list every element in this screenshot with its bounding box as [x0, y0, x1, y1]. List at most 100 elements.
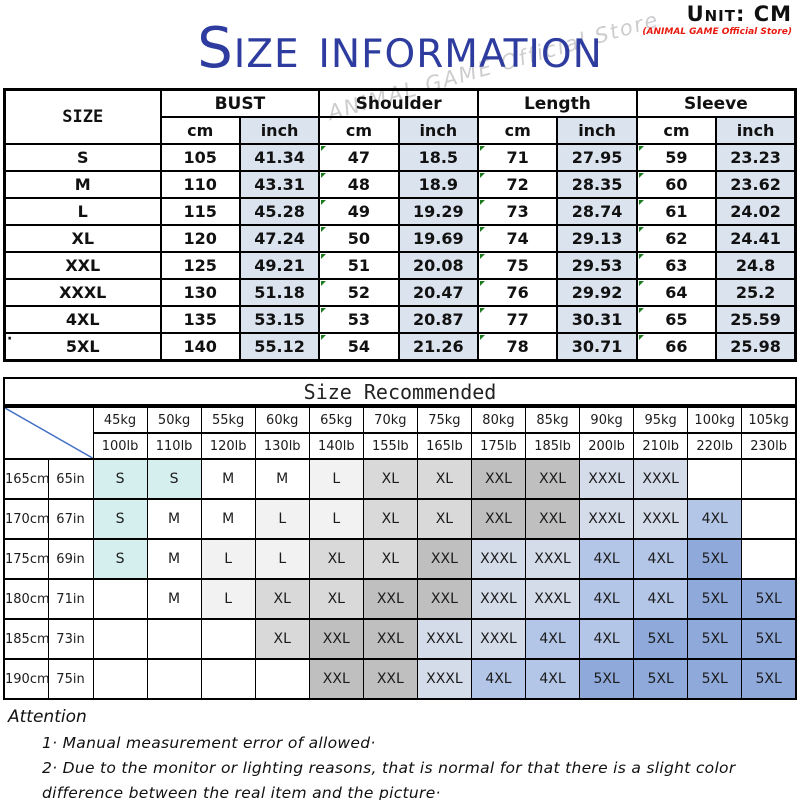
diagonal-line — [5, 408, 93, 458]
size-cell: S — [92, 538, 148, 580]
size-cell: L — [254, 538, 310, 580]
size-cell: 5XL — [687, 618, 743, 660]
table-cell: 18.5 — [397, 143, 480, 172]
size-cell: XXXL — [470, 578, 527, 620]
table-cell: 120 — [159, 224, 241, 253]
table-cell: 27.95 — [556, 143, 638, 172]
size-cell: L — [200, 538, 256, 580]
table-cell: 24.41 — [715, 224, 797, 253]
size-cell: XXXL — [524, 578, 581, 620]
unit-header-inch: inch — [397, 116, 480, 145]
table-cell: 125 — [159, 251, 241, 280]
size-cell: L — [308, 498, 364, 540]
size-cell — [741, 458, 797, 500]
size-cell — [200, 658, 256, 700]
size-cell: XXXL — [579, 458, 635, 500]
table-cell: 77 — [476, 305, 559, 334]
table-cell: 60 — [635, 170, 718, 199]
table-cell: 24.8 — [715, 251, 797, 280]
table-cell: 105 — [159, 143, 241, 172]
table-cell: 76 — [476, 278, 559, 307]
weight-kg-header: 100kg — [687, 406, 743, 434]
table-cell: 23.23 — [715, 143, 797, 172]
size-cell: XXL — [524, 458, 581, 500]
size-cell — [92, 618, 148, 660]
table-cell: 51.18 — [238, 278, 321, 307]
table-cell: 53.15 — [238, 305, 321, 334]
table-cell: 64 — [635, 278, 718, 307]
table-cell: 20.08 — [397, 251, 480, 280]
size-cell: XXL — [470, 498, 527, 540]
size-cell: XXXL — [470, 618, 527, 660]
size-cell: S — [146, 458, 202, 500]
page-title: Size information — [197, 16, 603, 81]
table-cell: 25.98 — [715, 332, 797, 362]
weight-kg-header: 70kg — [362, 406, 418, 434]
table-cell: 52 — [318, 278, 400, 307]
group-header-bust: BUST — [159, 88, 321, 118]
table-cell: 47 — [318, 143, 400, 172]
size-cell: 4XL — [633, 578, 689, 620]
size-recommended-header: Size Recommended — [3, 377, 797, 406]
weight-kg-header: 45kg — [92, 406, 148, 434]
attention-line: 2· Due to the monitor or lighting reason… — [42, 759, 736, 777]
group-header-length: Length — [477, 88, 638, 118]
weight-lb-row: 100lb 110lb 120lb 130lb 140lb 155lb 165l… — [4, 432, 797, 460]
height-in-label: 65in — [47, 458, 94, 500]
size-cell: XL — [416, 498, 472, 540]
size-row-m: M 110 43.31 48 18.9 72 28.35 60 23.62 — [3, 170, 797, 199]
table-cell: 25.2 — [715, 278, 797, 307]
attention-block: Attention 1· Manual measurement error of… — [8, 707, 736, 800]
size-cell: S — [92, 458, 148, 500]
height-cm-label: 170cm — [3, 498, 49, 540]
table-cell: 78 — [476, 332, 559, 362]
size-cell: L — [200, 578, 256, 620]
height-row-165: 165cm 65in S S M M L XL XL XXL XXL XXXL … — [3, 458, 797, 500]
table-cell: 49.21 — [238, 251, 321, 280]
attention-line: 1· Manual measurement error of allowed· — [42, 734, 376, 752]
weight-lb-header: 210lb — [633, 432, 689, 460]
weight-kg-header: 95kg — [633, 406, 689, 434]
table-cell: 65 — [635, 305, 718, 334]
size-cell: 5XL — [687, 538, 743, 580]
weight-lb-header: 120lb — [200, 432, 256, 460]
size-row-s: S 105 41.34 47 18.5 71 27.95 59 23.23 — [3, 143, 797, 172]
size-table-group-header-row: SIZE BUST Shoulder Length Sleeve — [3, 88, 797, 145]
size-cell: 4XL — [579, 578, 635, 620]
table-cell: 140 — [159, 332, 241, 362]
size-cell: XXXL — [416, 618, 472, 660]
weight-kg-header: 105kg — [741, 406, 797, 434]
size-cell — [741, 538, 797, 580]
weight-lb-header: 140lb — [308, 432, 364, 460]
unit-header-inch: inch — [715, 116, 797, 145]
size-cell: XXXL — [416, 658, 472, 700]
size-cell — [741, 498, 797, 540]
size-cell: M — [146, 498, 202, 540]
size-cell: M — [146, 578, 202, 620]
size-cell: XL — [362, 458, 418, 500]
size-cell — [92, 578, 148, 620]
size-label: M — [3, 170, 162, 199]
height-in-label: 71in — [47, 578, 94, 620]
size-label: XXXL — [3, 278, 162, 307]
table-cell: 53 — [318, 305, 400, 334]
table-cell: 71 — [476, 143, 559, 172]
size-cell: 4XL — [579, 538, 635, 580]
size-recommended-table: 45kg 50kg 55kg 60kg 65kg 70kg 75kg 80kg … — [3, 406, 797, 700]
size-cell: XL — [308, 538, 364, 580]
size-cell: XXXL — [633, 498, 689, 540]
size-cell: XL — [308, 578, 364, 620]
weight-kg-header: 55kg — [200, 406, 256, 434]
table-cell: 19.29 — [397, 197, 480, 226]
table-cell: 66 — [635, 332, 718, 362]
height-cm-label: 175cm — [3, 538, 49, 580]
weight-lb-header: 200lb — [579, 432, 635, 460]
weight-lb-header: 130lb — [254, 432, 310, 460]
size-cell: 5XL — [741, 578, 797, 620]
size-cell: 5XL — [741, 618, 797, 660]
weight-kg-header: 50kg — [146, 406, 202, 434]
size-row-l: L 115 45.28 49 19.29 73 28.74 61 24.02 — [3, 197, 797, 226]
table-cell: 54 — [318, 332, 400, 362]
size-cell — [92, 658, 148, 700]
